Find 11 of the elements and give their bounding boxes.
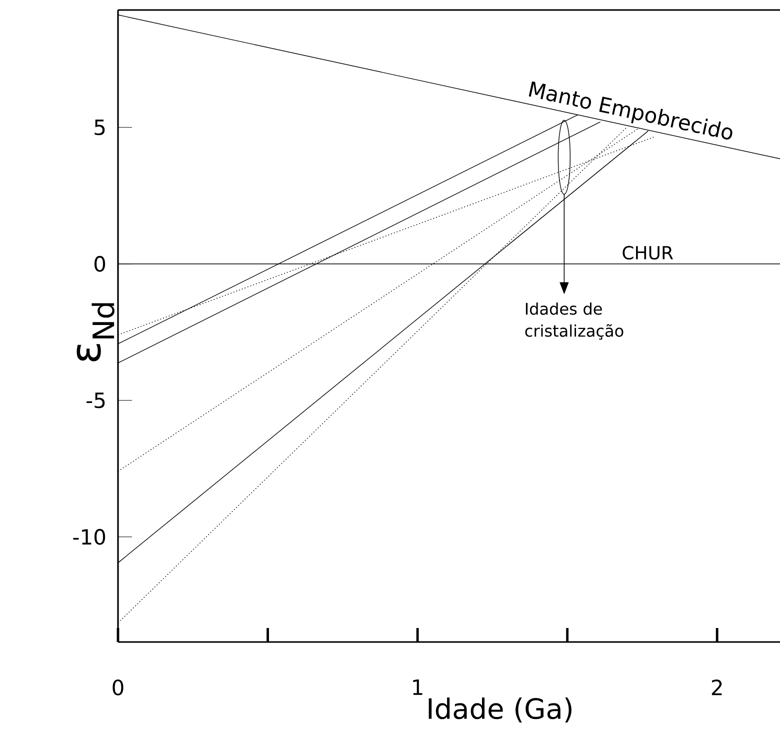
y-tick-label: 5 [94,120,105,136]
x-tick-label: 1 [413,680,422,695]
series-label: CHUR [622,246,673,260]
y-tick-label: -5 [86,392,105,408]
annotation: Idades de cristalização [525,302,624,340]
y-tick-label: -10 [73,528,106,545]
y-tick-label: 0 [94,256,106,272]
x-tick-label: 2 [712,680,722,696]
x-axis-title: Idade (Ga) [428,698,572,722]
y-axis-title: ε$_{Nd}$ [76,303,114,362]
x-tick-label: 0 [112,680,124,696]
